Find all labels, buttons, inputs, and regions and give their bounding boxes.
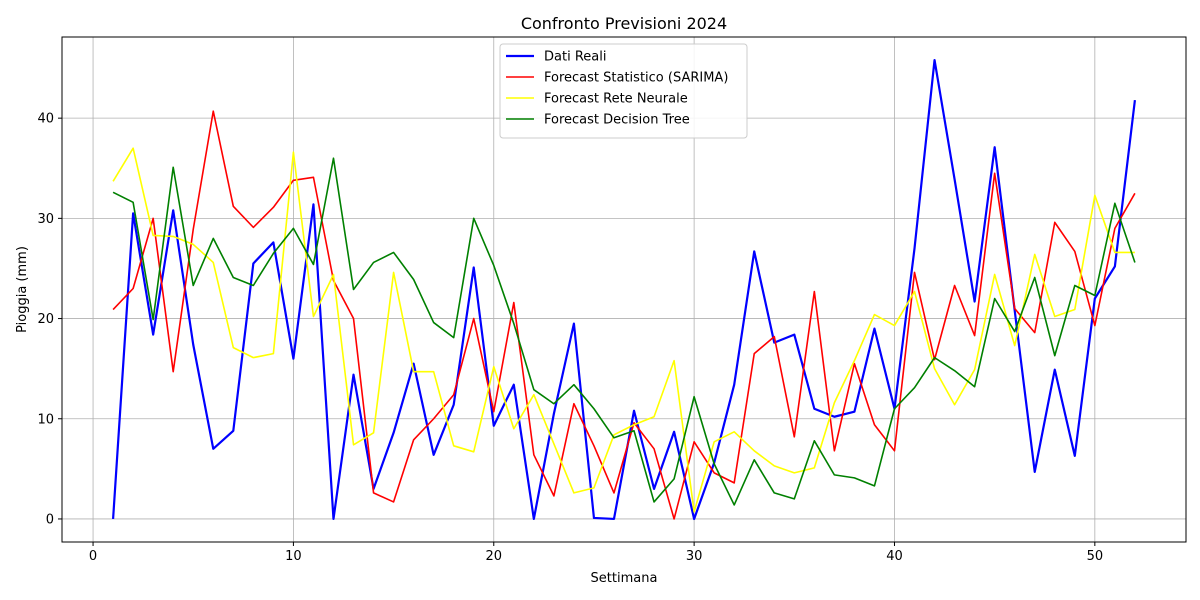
x-tick-label: 30 xyxy=(686,549,703,564)
legend-label: Forecast Decision Tree xyxy=(544,113,690,128)
x-tick-label: 10 xyxy=(285,549,302,564)
y-axis-label: Pioggia (mm) xyxy=(15,246,30,333)
legend-box xyxy=(499,43,748,139)
y-tick-label: 20 xyxy=(37,312,54,327)
series-line-2 xyxy=(112,110,1136,520)
legend-label: Dati Reali xyxy=(544,50,606,65)
x-tick-label: 20 xyxy=(485,549,502,564)
y-tick-label: 30 xyxy=(37,212,54,227)
chart-title: Confronto Previsioni 2024 xyxy=(521,14,727,33)
y-tick-label: 0 xyxy=(46,512,54,527)
series-line-3 xyxy=(112,147,1135,513)
y-tick-label: 10 xyxy=(37,412,54,427)
x-tick-label: 0 xyxy=(89,549,97,564)
legend: Dati Reali Forecast Statistico (SARIMA) Fo… xyxy=(499,43,748,139)
legend-label: Forecast Statistico (SARIMA) xyxy=(544,71,728,86)
axis-ticks: 0 10 20 30 40 50 0 10 20 30 40 xyxy=(37,112,1103,564)
plot-frame xyxy=(61,36,1187,543)
series-line-1 xyxy=(111,58,1137,521)
legend-label: Forecast Rete Neurale xyxy=(544,92,688,107)
series-lines xyxy=(111,58,1137,521)
series-line-4 xyxy=(112,157,1136,506)
x-axis-label: Settimana xyxy=(591,571,658,586)
x-tick-label: 40 xyxy=(886,549,903,564)
x-tick-label: 50 xyxy=(1087,549,1104,564)
y-tick-label: 40 xyxy=(37,112,54,127)
